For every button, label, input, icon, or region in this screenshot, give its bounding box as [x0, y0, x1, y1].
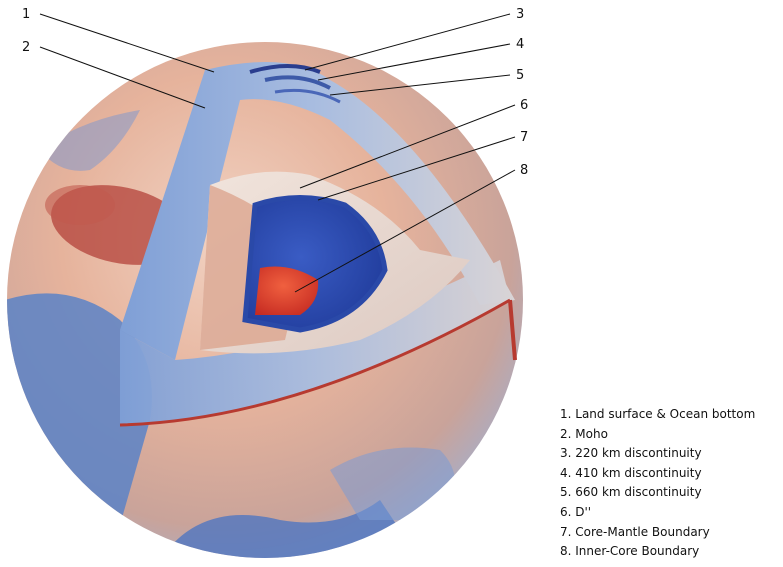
legend-item-2: 2. Moho: [560, 426, 608, 441]
legend-item-6: 6. D'': [560, 504, 592, 519]
callout-3: 3: [516, 7, 524, 22]
legend-item-3: 3. 220 km discontinuity: [560, 446, 702, 461]
leader-1: [39, 13, 215, 73]
leader-8: [294, 169, 516, 293]
layer-legend: 1. Land surface & Ocean bottom 2. Moho 3…: [560, 405, 755, 562]
callout-5: 5: [516, 68, 524, 83]
leader-lines: [39, 13, 516, 293]
callout-6: 6: [520, 98, 528, 113]
legend-item-8: 8. Inner-Core Boundary: [560, 544, 700, 559]
legend-item-7: 7. Core-Mantle Boundary: [560, 524, 710, 539]
leader-2: [39, 46, 206, 109]
leader-5: [329, 74, 511, 96]
legend-item-1: 1. Land surface & Ocean bottom: [560, 407, 756, 421]
callout-8: 8: [520, 163, 528, 178]
inner-core: [255, 266, 319, 315]
leader-4: [317, 43, 511, 81]
leader-6: [299, 104, 516, 189]
legend-item-5: 5. 660 km discontinuity: [560, 485, 702, 500]
callout-2: 2: [22, 40, 30, 55]
leader-7: [317, 136, 516, 201]
callout-7: 7: [520, 130, 528, 145]
legend-item-4: 4. 410 km discontinuity: [560, 465, 702, 480]
callout-4: 4: [516, 37, 524, 52]
callout-1: 1: [22, 7, 30, 22]
callout-numbers: 1 2 3 4 5 6 7 8: [22, 7, 528, 178]
leader-3: [304, 13, 511, 71]
